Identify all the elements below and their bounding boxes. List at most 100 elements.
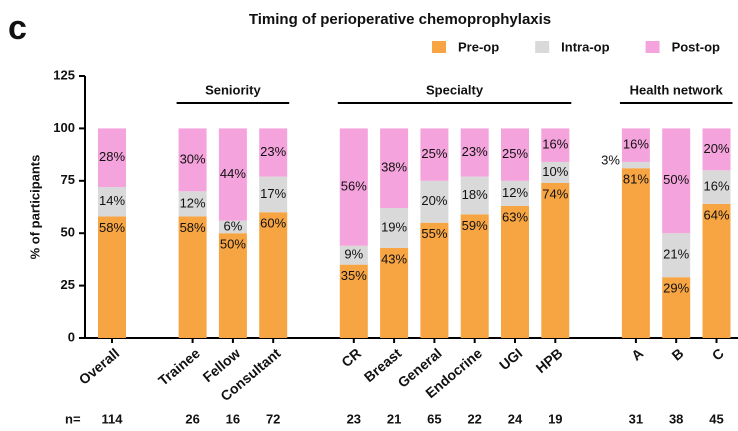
value-label: 20% (703, 141, 729, 156)
value-label: 58% (99, 220, 125, 235)
value-label: 21% (663, 247, 689, 262)
value-label: 44% (220, 166, 246, 181)
value-label: 64% (703, 207, 729, 222)
n-count: 26 (185, 411, 199, 426)
y-tick-label: 100 (53, 120, 75, 135)
value-label: 56% (341, 179, 367, 194)
n-count: 72 (266, 411, 280, 426)
y-tick-label: 25 (61, 277, 75, 292)
bar-segment (501, 205, 529, 338)
value-label: 9% (344, 247, 363, 262)
group-label: Specialty (426, 82, 484, 97)
bar-segment (460, 176, 489, 215)
value-label: 50% (220, 237, 246, 252)
bar-segment (178, 128, 207, 192)
n-count: 19 (548, 411, 562, 426)
panel-label: c (8, 9, 27, 47)
value-label: 81% (623, 172, 649, 187)
n-count: 16 (226, 411, 240, 426)
value-label: 16% (703, 179, 729, 194)
bar-segment (541, 182, 570, 338)
value-label: 20% (421, 193, 447, 208)
legend-swatch (645, 41, 660, 53)
bar-segment (259, 212, 288, 338)
x-tick-label: Overall (76, 345, 123, 388)
bar-segment (420, 180, 449, 223)
bar-segment (380, 247, 409, 338)
value-label: 74% (542, 186, 568, 201)
value-label: 30% (180, 151, 206, 166)
bar-segment (460, 214, 489, 338)
x-tick-label: B (668, 345, 686, 364)
value-label: 18% (462, 187, 488, 202)
bar-segment (541, 128, 570, 162)
n-label: n= (65, 411, 81, 426)
bar-segment (460, 128, 489, 177)
value-label: 50% (663, 172, 689, 187)
value-label: 12% (180, 195, 206, 210)
value-label: 25% (502, 146, 528, 161)
bar-segment (259, 128, 288, 177)
value-label: 3% (601, 153, 620, 168)
value-label: 25% (421, 146, 447, 161)
value-label: 55% (421, 226, 447, 241)
n-count: 114 (102, 411, 124, 426)
x-tick-label: UGI (496, 345, 525, 373)
value-label: 63% (502, 209, 528, 224)
y-tick-label: 50 (61, 225, 75, 240)
value-label: 16% (542, 137, 568, 152)
value-label: 23% (462, 144, 488, 159)
value-label: 38% (381, 160, 407, 175)
bar-segment (621, 128, 650, 162)
n-count: 45 (709, 411, 723, 426)
y-tick-label: 0 (68, 329, 75, 344)
bar-segment (339, 264, 368, 338)
value-label: 17% (260, 186, 286, 201)
x-tick-label: HPB (533, 345, 566, 376)
value-label: 14% (99, 193, 125, 208)
legend-label: Intra-op (561, 39, 609, 54)
value-label: 16% (623, 137, 649, 152)
bar-segment (541, 161, 570, 183)
bar-segment (339, 128, 368, 246)
bar-segment (621, 168, 650, 338)
value-label: 35% (341, 268, 367, 283)
y-tick-label: 75 (61, 172, 75, 187)
group-label: Seniority (205, 82, 261, 97)
bar-segment (218, 233, 247, 338)
value-label: 29% (663, 281, 689, 296)
bar-segment (178, 216, 207, 338)
n-count: 31 (629, 411, 643, 426)
bar-segment (501, 128, 529, 181)
bar-segment (702, 128, 731, 171)
bar-segment (702, 170, 731, 204)
bar-segment (662, 233, 691, 278)
legend-swatch (535, 41, 550, 53)
value-label: 23% (260, 144, 286, 159)
n-count: 23 (347, 411, 361, 426)
y-axis-label: % of participants (27, 155, 42, 260)
bar-segment (501, 180, 529, 206)
value-label: 28% (99, 149, 125, 164)
x-tick-label: CR (338, 345, 364, 370)
legend-label: Pre-op (458, 39, 499, 54)
value-label: 10% (542, 164, 568, 179)
bar-segment (218, 220, 247, 234)
bar-segment (420, 222, 449, 338)
value-label: 6% (224, 218, 243, 233)
value-label: 12% (502, 185, 528, 200)
n-count: 24 (508, 411, 523, 426)
bar-segment (420, 128, 449, 181)
bar-segment (662, 277, 691, 338)
n-count: 65 (427, 411, 441, 426)
bar-segment (380, 128, 409, 209)
n-count: 22 (467, 411, 481, 426)
legend-label: Post-op (672, 39, 720, 54)
legend-swatch (432, 41, 446, 53)
bar-segment (98, 128, 126, 188)
bar-segment (178, 191, 207, 217)
group-label: Health network (630, 82, 724, 97)
n-count: 21 (387, 411, 401, 426)
bar-segment (98, 216, 126, 338)
